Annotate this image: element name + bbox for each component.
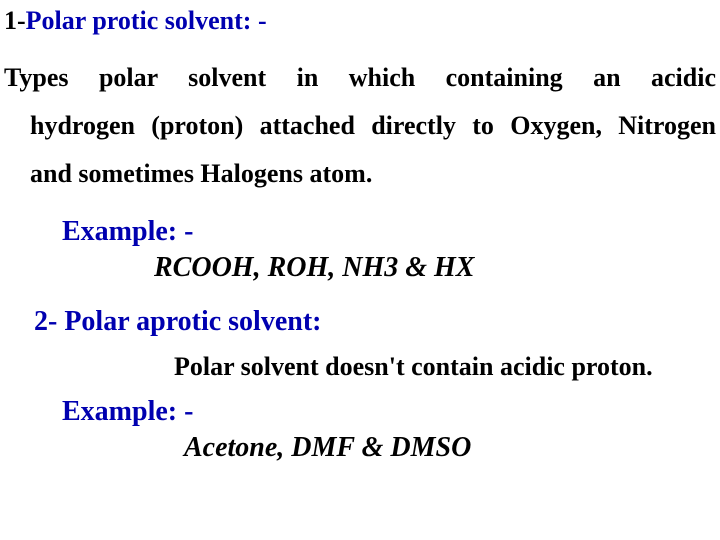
- heading-prefix: 1-: [4, 6, 26, 35]
- example-1-formula: RCOOH, ROH, NH3 & HX: [154, 252, 716, 284]
- example-1-label: Example: -: [62, 216, 716, 248]
- section-2-body: Polar solvent doesn't contain acidic pro…: [174, 352, 716, 382]
- example-2-formula: Acetone, DMF & DMSO: [184, 432, 716, 464]
- section-2-heading: 2- Polar aprotic solvent:: [34, 306, 716, 338]
- body-line-2: hydrogen (proton) attached directly to O…: [4, 102, 716, 150]
- body-line-3: and sometimes Halogens atom.: [4, 150, 716, 198]
- document-page: 1-Polar protic solvent: - Types polar so…: [0, 0, 720, 464]
- body-line-1: Types polar solvent in which containing …: [4, 54, 716, 102]
- section-1-heading: 1-Polar protic solvent: -: [4, 6, 716, 36]
- section-1-body: Types polar solvent in which containing …: [4, 54, 716, 198]
- example-2-label: Example: -: [62, 396, 716, 428]
- heading-colored: Polar protic solvent: -: [26, 6, 267, 35]
